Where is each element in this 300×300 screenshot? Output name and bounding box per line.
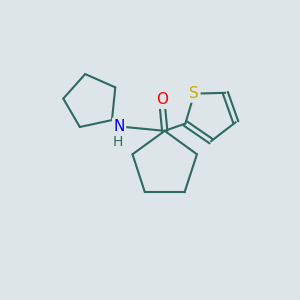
Text: S: S — [189, 86, 199, 101]
Text: N: N — [113, 119, 125, 134]
Text: O: O — [156, 92, 168, 107]
Text: H: H — [112, 135, 123, 149]
